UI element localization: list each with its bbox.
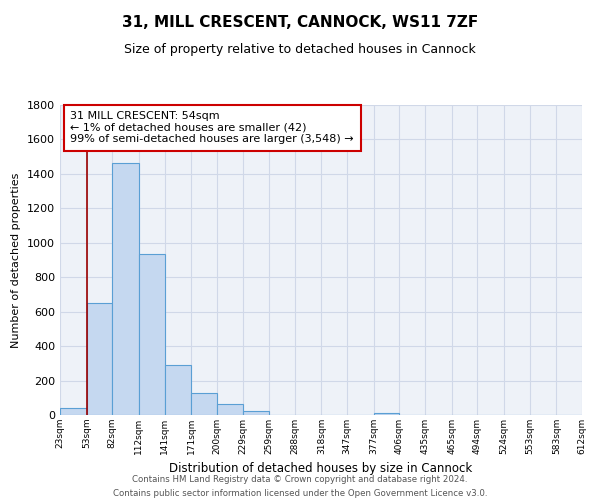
X-axis label: Distribution of detached houses by size in Cannock: Distribution of detached houses by size … xyxy=(169,462,473,475)
Bar xyxy=(86,303,112,415)
Bar xyxy=(139,254,164,415)
Bar xyxy=(242,411,269,415)
Bar xyxy=(112,162,139,415)
Bar xyxy=(60,408,86,415)
Bar xyxy=(374,413,400,415)
Bar xyxy=(164,365,191,415)
Text: Size of property relative to detached houses in Cannock: Size of property relative to detached ho… xyxy=(124,42,476,56)
Bar xyxy=(217,404,242,415)
Bar xyxy=(191,394,217,415)
Text: 31 MILL CRESCENT: 54sqm
← 1% of detached houses are smaller (42)
99% of semi-det: 31 MILL CRESCENT: 54sqm ← 1% of detached… xyxy=(70,111,354,144)
Text: Contains HM Land Registry data © Crown copyright and database right 2024.
Contai: Contains HM Land Registry data © Crown c… xyxy=(113,476,487,498)
Text: 31, MILL CRESCENT, CANNOCK, WS11 7ZF: 31, MILL CRESCENT, CANNOCK, WS11 7ZF xyxy=(122,15,478,30)
Y-axis label: Number of detached properties: Number of detached properties xyxy=(11,172,22,348)
